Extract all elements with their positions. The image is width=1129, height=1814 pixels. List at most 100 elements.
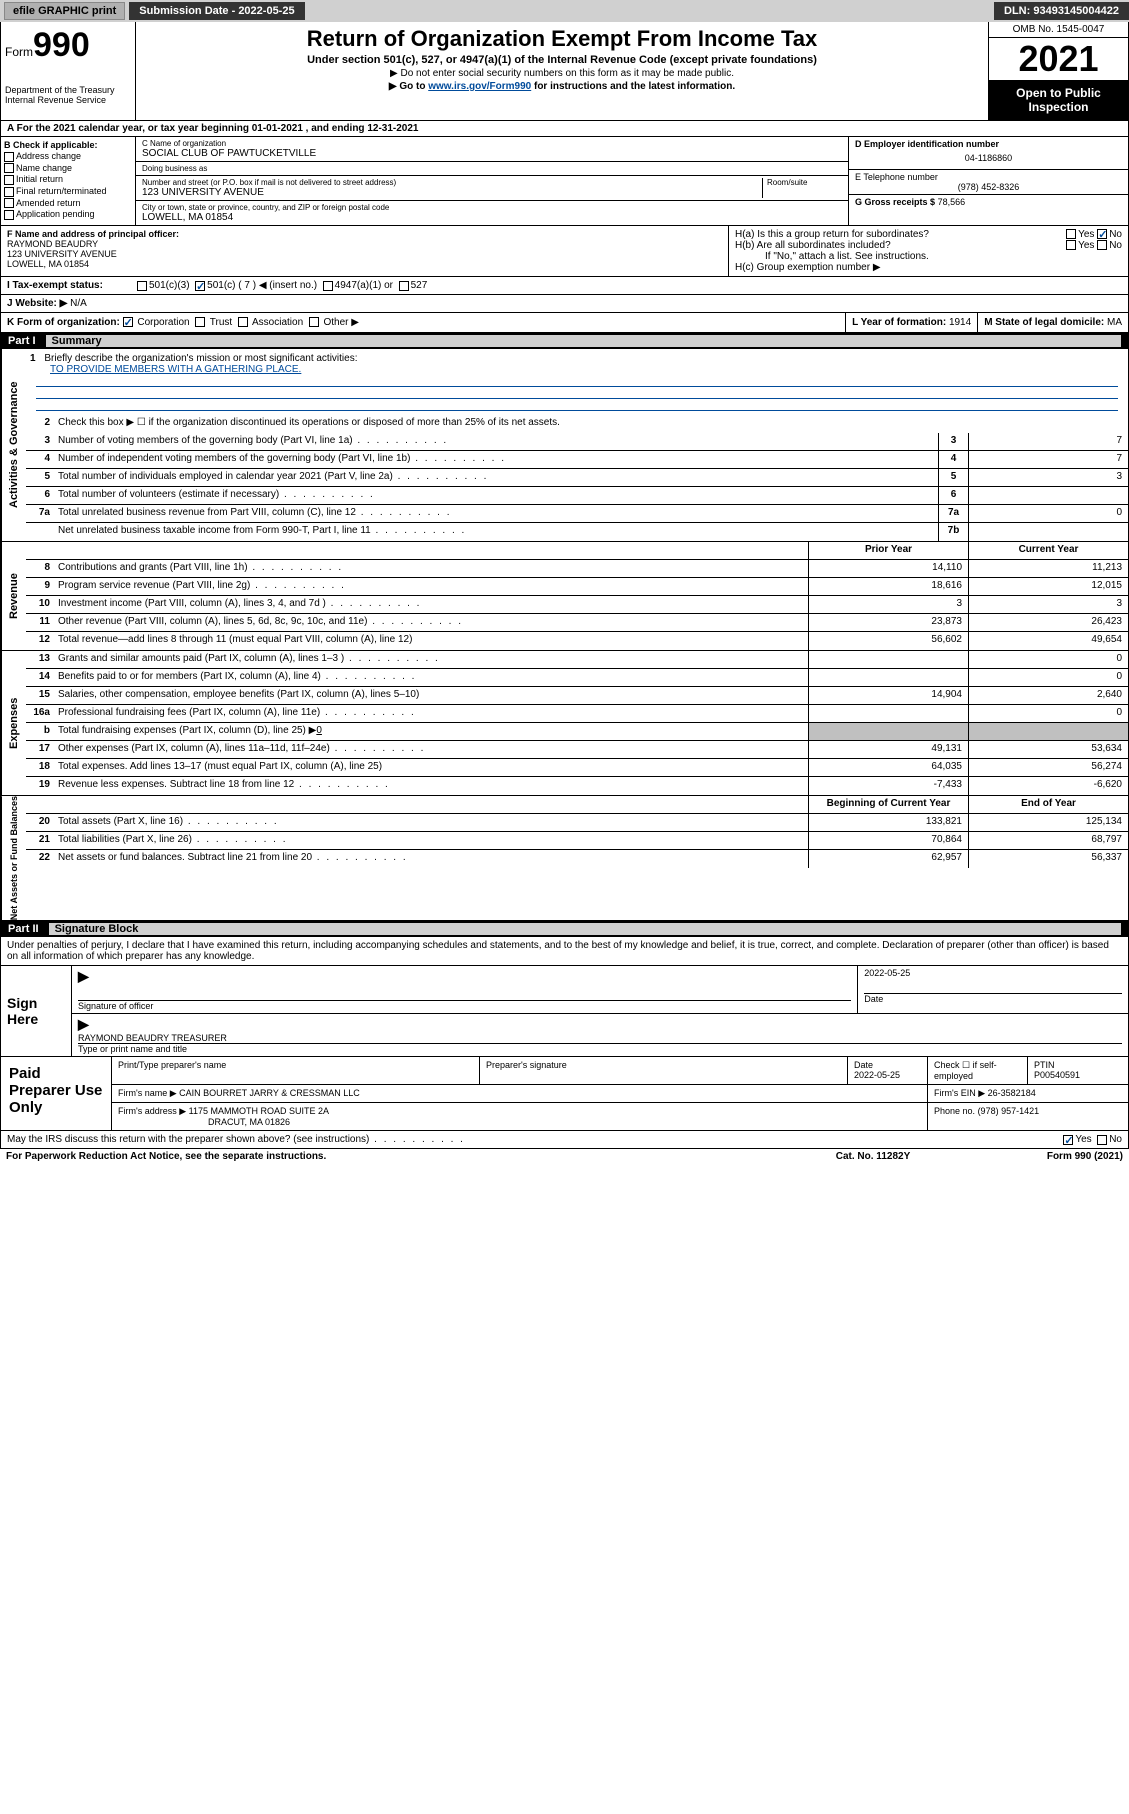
p17: 49,131 [808,741,968,758]
beg-year-hdr: Beginning of Current Year [808,796,968,813]
cb-final-return[interactable]: Final return/terminated [4,186,132,197]
city-label: City or town, state or province, country… [142,203,842,212]
sig-date-label: Date [864,994,883,1004]
gross-receipts: 78,566 [938,197,966,207]
ptin: P00540591 [1034,1070,1080,1080]
form-label: Form [5,45,33,59]
gross-label: G Gross receipts $ [855,197,935,207]
part-i-header: Part I Summary [0,333,1129,349]
room-label: Room/suite [767,178,842,187]
cb-address-change[interactable]: Address change [4,151,132,162]
irs-link[interactable]: www.irs.gov/Form990 [428,81,531,92]
phone-label: E Telephone number [855,172,1122,182]
p16a [808,705,968,722]
val3: 7 [968,433,1128,450]
omb-number: OMB No. 1545-0047 [989,22,1128,38]
line11: Other revenue (Part VIII, column (A), li… [54,614,808,631]
sign-here-block: Sign Here ▶ Signature of officer 2022-05… [0,966,1129,1057]
row-i-tax-status: I Tax-exempt status: 501(c)(3) 501(c) ( … [0,277,1129,295]
paid-preparer-block: Paid Preparer Use Only Print/Type prepar… [0,1057,1129,1131]
department: Department of the Treasury Internal Reve… [5,85,131,105]
ein: 04-1186860 [855,149,1122,167]
c11: 26,423 [968,614,1128,631]
c9: 12,015 [968,578,1128,595]
firm-addr1: 1175 MAMMOTH ROAD SUITE 2A [189,1106,329,1116]
line6: Total number of volunteers (estimate if … [54,487,938,504]
section-f-h: F Name and address of principal officer:… [0,226,1129,277]
officer-label: F Name and address of principal officer: [7,229,722,239]
discuss-row: May the IRS discuss this return with the… [0,1131,1129,1149]
p18: 64,035 [808,759,968,776]
p12: 56,602 [808,632,968,650]
line13: Grants and similar amounts paid (Part IX… [54,651,808,668]
preparer-sig-col: Preparer's signature [480,1057,848,1084]
top-bar: efile GRAPHIC print Submission Date - 20… [0,0,1129,22]
row-k: K Form of organization: Corporation Trus… [0,313,1129,333]
p14 [808,669,968,686]
efile-print-button[interactable]: efile GRAPHIC print [4,2,125,20]
line1-label: Briefly describe the organization's miss… [44,353,357,364]
line15: Salaries, other compensation, employee b… [54,687,808,704]
c12: 49,654 [968,632,1128,650]
line20: Total assets (Part X, line 16) [54,814,808,831]
line21: Total liabilities (Part X, line 26) [54,832,808,849]
line8: Contributions and grants (Part VIII, lin… [54,560,808,577]
form-header: Form990 Department of the Treasury Inter… [0,22,1129,121]
preparer-date: 2022-05-25 [854,1070,900,1080]
firm-name: CAIN BOURRET JARRY & CRESSMAN LLC [179,1088,360,1098]
sign-here-label: Sign Here [1,966,71,1056]
line17: Other expenses (Part IX, column (A), lin… [54,741,808,758]
c20: 125,134 [968,814,1128,831]
c14: 0 [968,669,1128,686]
p9: 18,616 [808,578,968,595]
row-a-tax-year: A For the 2021 calendar year, or tax yea… [0,121,1129,137]
perjury-statement: Under penalties of perjury, I declare th… [0,937,1129,966]
line3: Number of voting members of the governin… [54,433,938,450]
self-employed-check[interactable]: Check ☐ if self-employed [928,1057,1028,1084]
line18: Total expenses. Add lines 13–17 (must eq… [54,759,808,776]
org-name-label: C Name of organization [142,139,842,148]
end-year-hdr: End of Year [968,796,1128,813]
c8: 11,213 [968,560,1128,577]
cb-initial-return[interactable]: Initial return [4,174,132,185]
mission-text: TO PROVIDE MEMBERS WITH A GATHERING PLAC… [30,364,301,375]
p11: 23,873 [808,614,968,631]
ein-label: D Employer identification number [855,139,1122,149]
firm-phone: (978) 957-1421 [978,1106,1040,1116]
firm-ein: 26-3582184 [988,1088,1036,1098]
officer-addr1: 123 UNIVERSITY AVENUE [7,249,722,259]
paperwork-notice: For Paperwork Reduction Act Notice, see … [6,1151,773,1162]
p13 [808,651,968,668]
c10: 3 [968,596,1128,613]
c19: -6,620 [968,777,1128,795]
val7b [968,523,1128,541]
hb-subordinates: H(b) Are all subordinates included? Yes … [735,240,1122,251]
current-year-hdr: Current Year [968,542,1128,559]
street: 123 UNIVERSITY AVENUE [142,187,762,198]
cb-application-pending[interactable]: Application pending [4,209,132,220]
p8: 14,110 [808,560,968,577]
line7a: Total unrelated business revenue from Pa… [54,505,938,522]
p19: -7,433 [808,777,968,795]
c15: 2,640 [968,687,1128,704]
cb-amended[interactable]: Amended return [4,198,132,209]
street-label: Number and street (or P.O. box if mail i… [142,178,762,187]
note-website: ▶ Go to www.irs.gov/Form990 for instruct… [140,81,984,92]
line16b: Total fundraising expenses (Part IX, col… [54,723,808,740]
line16a: Professional fundraising fees (Part IX, … [54,705,808,722]
name-title-label: Type or print name and title [78,1043,1122,1054]
discuss-question: May the IRS discuss this return with the… [7,1134,1063,1145]
preparer-name-col: Print/Type preparer's name [112,1057,480,1084]
vert-expenses: Expenses [1,651,26,795]
prior-year-hdr: Prior Year [808,542,968,559]
c13: 0 [968,651,1128,668]
phone: (978) 452-8326 [855,182,1122,192]
c22: 56,337 [968,850,1128,868]
cb-name-change[interactable]: Name change [4,163,132,174]
footer-final: For Paperwork Reduction Act Notice, see … [0,1149,1129,1164]
val6 [968,487,1128,504]
c18: 56,274 [968,759,1128,776]
form-subtitle: Under section 501(c), 527, or 4947(a)(1)… [140,54,984,66]
open-to-public: Open to Public Inspection [989,80,1128,120]
line5: Total number of individuals employed in … [54,469,938,486]
